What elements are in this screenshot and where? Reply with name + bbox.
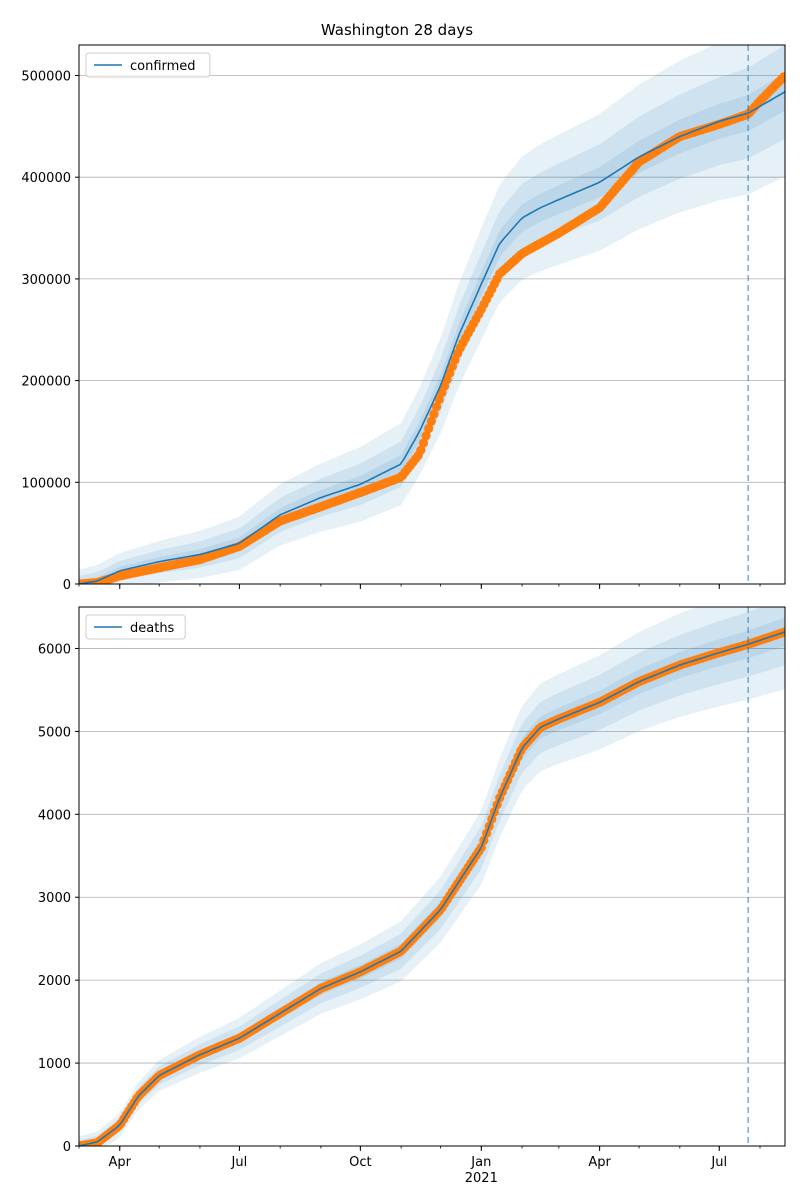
plot-area: [79, 45, 785, 584]
y-tick-label: 100000: [21, 476, 71, 491]
y-tick-label: 0: [63, 578, 71, 593]
x-tick-label: Jan: [470, 1155, 491, 1170]
observed-point: [424, 423, 434, 434]
confirmed-panel: 0 100000 200000 300000 400000 500000 confirmed: [21, 44, 786, 593]
y-tick-label: 200000: [21, 375, 71, 390]
observed-point: [421, 431, 431, 441]
y-tick-label: 0: [63, 1140, 71, 1155]
x-tick-label: Apr: [588, 1155, 611, 1170]
y-tick-label: 1000: [38, 1057, 71, 1072]
model-line: [79, 91, 785, 584]
observed-point: [434, 394, 444, 405]
chart-title: Washington 28 days: [321, 21, 473, 39]
confidence-band: [79, 607, 785, 1146]
legend: deaths: [85, 614, 186, 640]
y-tick-label: 4000: [38, 808, 71, 823]
observed-point: [779, 72, 785, 82]
plot-area: [79, 607, 785, 1146]
legend-label: deaths: [130, 621, 175, 636]
legend: confirmed: [85, 52, 211, 78]
legend-label: confirmed: [130, 59, 196, 74]
model-line: [79, 631, 785, 1146]
confidence-band: [79, 45, 785, 584]
confidence-band: [79, 72, 785, 584]
observed-point: [426, 416, 436, 426]
y-tick-label: 5000: [38, 725, 71, 740]
y-tick-label: 400000: [21, 171, 71, 186]
legend-box: [85, 52, 211, 78]
confidence-band: [79, 607, 785, 1146]
observed-point: [432, 402, 442, 412]
observed-point: [418, 438, 429, 448]
y-tick-label: 2000: [38, 974, 71, 989]
y-tick-label: 500000: [21, 70, 71, 85]
x-tick-label: Jul: [231, 1155, 248, 1170]
x-tick-label: Jul: [710, 1155, 727, 1170]
observed-point: [416, 445, 426, 455]
x-tick-sublabel: 2021: [465, 1171, 498, 1186]
confidence-band: [79, 45, 785, 584]
x-tick-label: Oct: [349, 1155, 371, 1170]
deaths-panel: 0 1000 2000 3000 4000 5000 6000 Apr Jul Oct Jan202…: [38, 606, 786, 1186]
x-tick-label: Apr: [109, 1155, 132, 1170]
observed-point: [429, 409, 439, 419]
legend-box: [85, 614, 186, 640]
y-tick-label: 3000: [38, 891, 71, 906]
y-tick-label: 300000: [21, 273, 71, 288]
y-tick-label: 6000: [38, 642, 71, 657]
axes-frame: [78, 606, 786, 1147]
axes-frame: [78, 44, 786, 585]
